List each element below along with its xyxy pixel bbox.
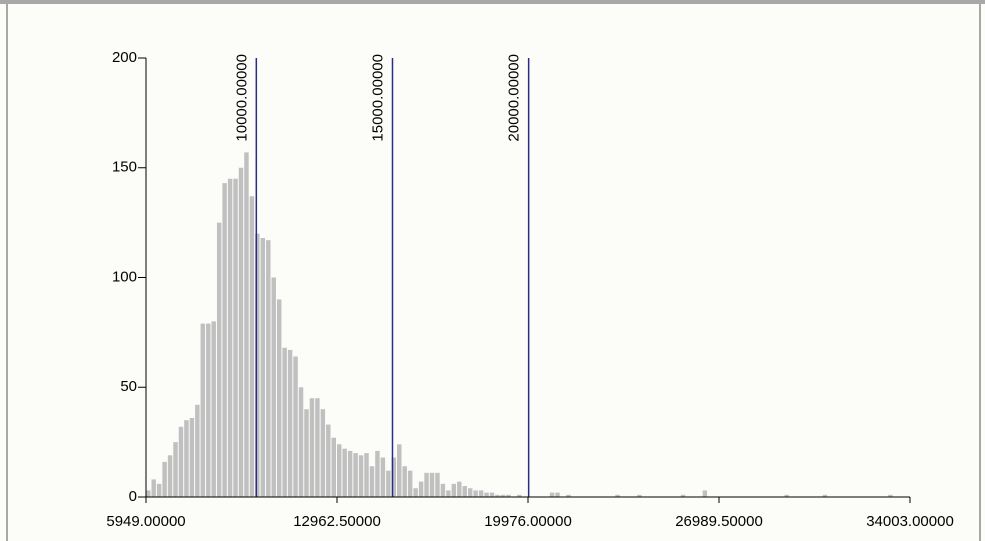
bar <box>495 494 500 497</box>
bar <box>364 453 369 497</box>
bar <box>353 453 358 497</box>
bar <box>184 420 189 497</box>
bar <box>888 494 893 497</box>
bar <box>282 347 287 497</box>
bar <box>238 167 244 497</box>
bar <box>320 409 326 497</box>
bar <box>189 417 195 497</box>
x-tick-label: 26989.50000 <box>675 513 763 530</box>
bar <box>347 450 353 497</box>
bar <box>276 299 282 497</box>
y-tick-label: 100 <box>112 268 137 285</box>
bar <box>457 481 462 497</box>
bar <box>342 448 347 497</box>
bar <box>156 483 162 497</box>
bar <box>222 183 227 498</box>
bar <box>369 466 375 497</box>
bar <box>424 472 429 497</box>
bar <box>249 196 255 497</box>
bar <box>331 437 336 497</box>
bar <box>784 494 789 497</box>
bar <box>255 233 260 497</box>
bar <box>637 494 642 497</box>
bar <box>489 492 495 497</box>
bar <box>298 387 304 497</box>
bar <box>517 494 522 497</box>
x-tick-label: 34003.00000 <box>866 513 954 530</box>
bar <box>440 483 446 497</box>
bar <box>206 323 211 497</box>
bar <box>146 490 151 497</box>
bar <box>555 492 560 497</box>
bar <box>500 494 506 497</box>
bar <box>446 490 451 497</box>
bar <box>702 490 708 497</box>
bar <box>418 481 424 497</box>
bar <box>227 178 233 497</box>
bar <box>358 455 364 497</box>
bar <box>178 426 184 497</box>
reference-label: 15000.00000 <box>369 54 386 142</box>
x-tick-label: 19976.00000 <box>484 513 572 530</box>
bar <box>451 483 457 497</box>
bar <box>151 479 156 497</box>
y-tick-label: 150 <box>112 159 137 176</box>
bar <box>167 455 173 497</box>
bar <box>287 349 293 497</box>
bar <box>615 494 620 497</box>
bar <box>195 404 200 497</box>
bar <box>506 494 511 497</box>
frame-left <box>6 0 8 541</box>
bar <box>244 152 249 497</box>
x-tick-label: 12962.50000 <box>293 513 381 530</box>
bar <box>413 488 418 497</box>
bar <box>304 409 309 497</box>
bar <box>271 277 276 497</box>
bar <box>200 323 206 497</box>
bar <box>549 492 555 497</box>
bar <box>822 494 828 497</box>
bar <box>680 494 686 497</box>
bar <box>337 444 342 497</box>
reference-label: 10000.00000 <box>233 54 250 142</box>
bar <box>173 442 178 497</box>
frame-right <box>979 0 981 541</box>
bar <box>386 470 391 497</box>
bar <box>397 444 402 497</box>
bar <box>467 488 473 497</box>
bar <box>266 240 271 497</box>
bar <box>391 457 397 497</box>
bar <box>315 398 320 497</box>
bar <box>484 492 489 497</box>
bar <box>473 490 478 497</box>
y-tick-label: 0 <box>129 488 137 505</box>
frame-top <box>0 0 985 4</box>
y-tick-label: 200 <box>112 49 137 66</box>
bar <box>380 457 386 497</box>
bar <box>375 450 380 497</box>
bar <box>462 486 467 497</box>
reference-label: 20000.00000 <box>506 54 523 142</box>
bar <box>435 472 440 497</box>
bar <box>566 494 571 497</box>
bar <box>162 461 167 497</box>
bar <box>326 424 331 497</box>
y-tick-label: 50 <box>120 378 137 395</box>
bar <box>216 222 222 497</box>
bar <box>233 178 238 497</box>
bar <box>478 490 484 497</box>
bar <box>402 466 407 497</box>
bar <box>407 470 413 497</box>
bar <box>293 356 298 497</box>
bar <box>309 398 315 497</box>
bar <box>260 237 266 498</box>
bar <box>429 472 435 497</box>
x-tick-label: 5949.00000 <box>106 513 185 530</box>
bar <box>211 321 216 497</box>
